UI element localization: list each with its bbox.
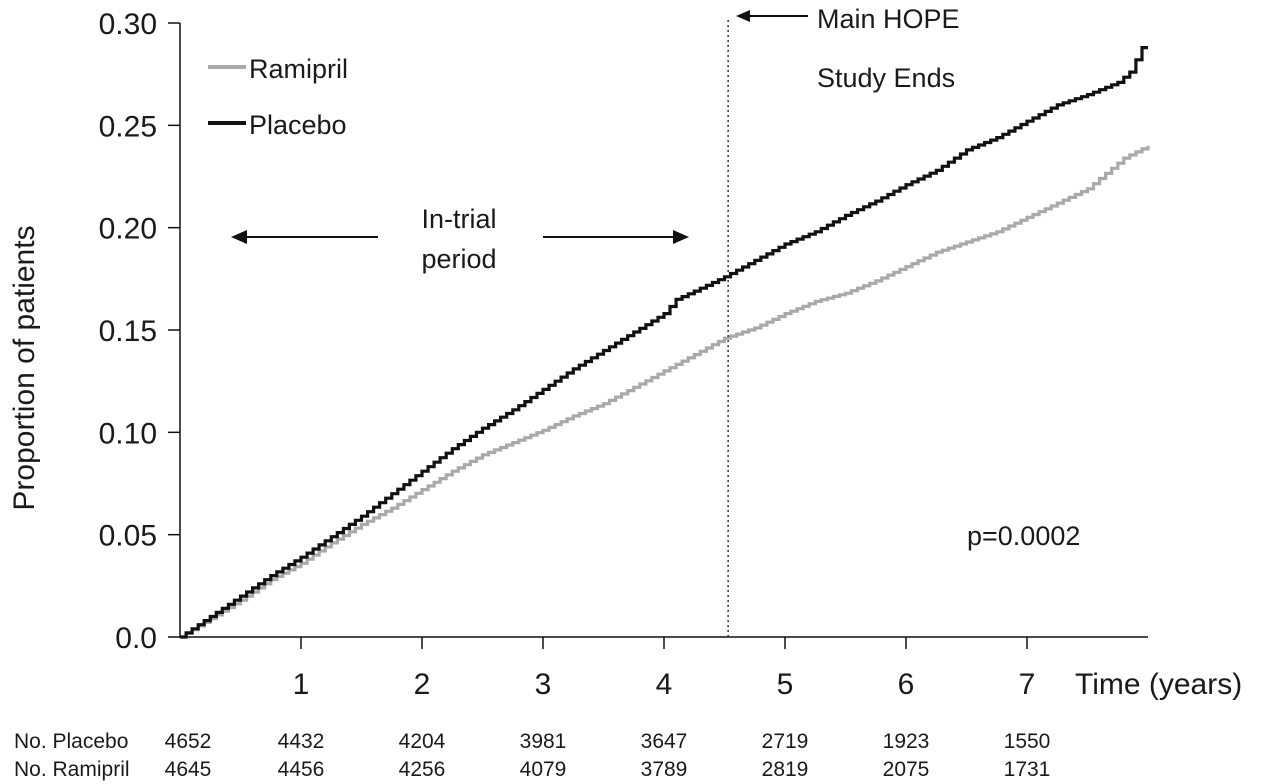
x-tick-label: 7: [1019, 668, 1036, 701]
y-tick-label: 0.0: [115, 622, 157, 655]
x-axis-label: Time (years): [1075, 668, 1242, 701]
risk-cell: 3981: [520, 730, 567, 753]
in-trial-arrowhead-right: [673, 230, 689, 244]
legend: Ramipril Placebo: [208, 54, 348, 140]
x-tick-label: 4: [656, 668, 673, 701]
risk-cell: 1550: [1004, 730, 1051, 753]
x-tick-label: 2: [414, 668, 431, 701]
legend-label-placebo: Placebo: [249, 110, 347, 140]
series-line-ramipril: [180, 145, 1150, 639]
y-tick-label: 0.30: [99, 8, 157, 41]
risk-table: No. Placebo 4652 4432 4204 3981 3647 2719 1923 1…: [14, 730, 1050, 781]
period-label: period: [421, 244, 496, 274]
x-tick-label: 1: [293, 668, 310, 701]
risk-cell: 1731: [1004, 758, 1051, 781]
series-line-placebo: [180, 46, 1148, 639]
risk-cell: 2719: [762, 730, 809, 753]
x-tick-label: 5: [777, 668, 794, 701]
study-ends-label: Study Ends: [817, 63, 955, 93]
risk-cell: 1923: [883, 730, 930, 753]
main-hope-arrowhead: [736, 10, 750, 22]
risk-cell: 4204: [399, 730, 446, 753]
risk-cell: 2075: [883, 758, 930, 781]
series-layer: [180, 46, 1150, 639]
x-tick-label: 6: [898, 668, 915, 701]
risk-cell: 2819: [762, 758, 809, 781]
risk-cell: 4079: [520, 758, 567, 781]
annotations: Main HOPE Study Ends In-trial period p=0…: [231, 4, 1080, 637]
y-tick-label: 0.10: [99, 417, 157, 450]
risk-row-label: No. Placebo: [14, 730, 128, 753]
risk-cell: 4456: [278, 758, 325, 781]
in-trial-label: In-trial: [421, 204, 496, 234]
p-value: p=0.0002: [967, 521, 1080, 551]
y-tick-label: 0.05: [99, 520, 157, 553]
y-tick-label: 0.20: [99, 213, 157, 246]
y-tick-label: 0.25: [99, 110, 157, 143]
risk-cell: 3789: [641, 758, 688, 781]
in-trial-arrowhead-left: [231, 230, 247, 244]
x-tick-label: 3: [535, 668, 552, 701]
y-axis-label: Proportion of patients: [8, 225, 41, 510]
main-hope-label: Main HOPE: [817, 4, 960, 34]
risk-cell: 4432: [278, 730, 325, 753]
risk-cell: 4256: [399, 758, 446, 781]
risk-cell: 3647: [641, 730, 688, 753]
axes: 0.0 0.05 0.10 0.15 0.20 0.25 0.30 1 2 3 4 5 6 7 Time (…: [8, 8, 1242, 701]
legend-label-ramipril: Ramipril: [249, 54, 348, 84]
risk-cell: 4652: [165, 730, 212, 753]
y-tick-label: 0.15: [99, 315, 157, 348]
risk-cell: 4645: [165, 758, 212, 781]
risk-row-label: No. Ramipril: [14, 758, 130, 781]
